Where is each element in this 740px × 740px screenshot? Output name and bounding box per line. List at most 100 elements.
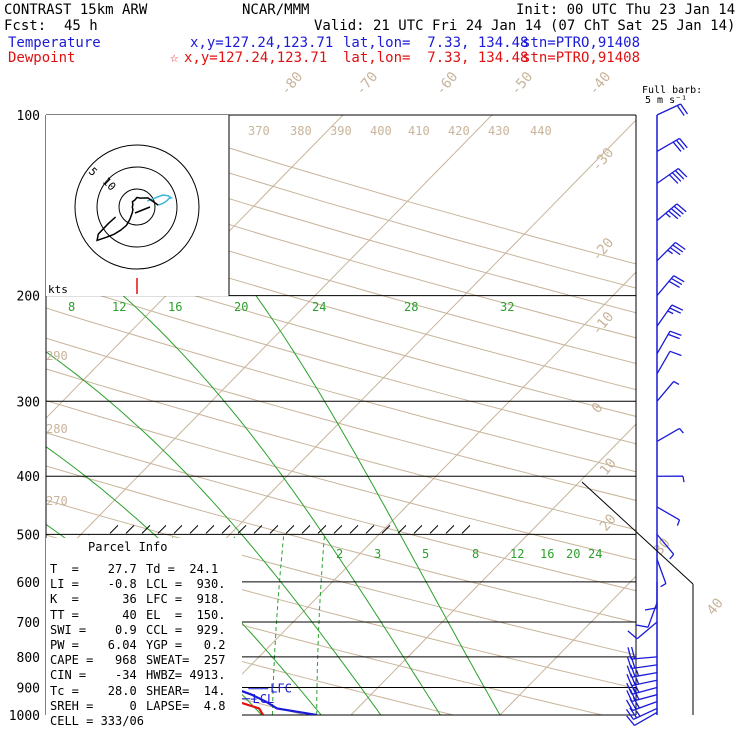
isotherm-label: -70: [353, 69, 382, 99]
wind-barb: [656, 350, 682, 375]
wind-barb-full: [627, 630, 638, 640]
theta-label: 390: [330, 124, 352, 138]
wind-barb-full: [675, 139, 685, 151]
wind-barb-full: [625, 699, 634, 711]
freezing-level-hatch: [109, 525, 119, 534]
mixing-ratio-label: 5: [422, 547, 429, 561]
wind-barb: [656, 275, 685, 297]
wind-barb-staff: [633, 707, 658, 720]
moist-adiabat-label: 20: [234, 300, 248, 314]
wind-barb: [656, 427, 684, 443]
wind-barb: [656, 380, 680, 402]
temperature-legend-label: Temperature: [8, 35, 101, 51]
mixing-ratio-label: 2: [336, 547, 343, 561]
wind-barb-staff: [631, 679, 658, 687]
wind-barb-full: [669, 247, 681, 256]
moist-adiabat-label: 28: [404, 300, 418, 314]
level-label-lfc: LFC: [270, 682, 292, 696]
wind-barb-full: [668, 174, 679, 184]
wind-barb: [656, 330, 682, 355]
pressure-tick-label: 800: [17, 651, 40, 666]
mixing-ratio-line: [316, 534, 326, 715]
wind-barb-full: [625, 709, 634, 720]
wind-barb-full: [675, 241, 686, 251]
wind-barb-staff: [656, 380, 675, 402]
dry-adiabat-line: [46, 193, 636, 365]
parcel-info-right: SHEAR= 14.: [146, 683, 226, 698]
dewpoint-star-icon: ☆: [170, 50, 179, 66]
freezing-level-hatch: [189, 525, 199, 534]
isotherm-label: 10: [597, 455, 620, 478]
wind-barb: [656, 475, 685, 483]
isotherm-line: [201, 271, 636, 715]
wind-barb-full: [668, 210, 679, 220]
pressure-tick-label: 1000: [9, 709, 40, 724]
parcel-info-left: CIN = -34: [50, 668, 137, 683]
wind-barb-staff: [636, 621, 658, 640]
theta-label: 280: [46, 422, 68, 436]
wind-barb: [626, 688, 658, 703]
parcel-info-right: CCL = 929.: [146, 622, 226, 637]
wind-barb-staff: [631, 664, 658, 670]
isotherm-line: [499, 575, 636, 715]
wind-barb-full: [669, 307, 682, 314]
wind-barb-staff: [634, 711, 658, 726]
hodograph-ring: [96, 166, 178, 248]
wind-barb-full: [644, 607, 658, 611]
isotherm-label: -20: [589, 235, 618, 265]
parcel-info-left: K = 36: [50, 592, 137, 607]
dry-adiabat-line: [46, 432, 636, 592]
hodograph-units-label: kts: [48, 283, 68, 296]
wind-barb: [626, 656, 658, 670]
parcel-info-right: LFC = 918.: [146, 592, 226, 607]
freezing-level-hatch: [461, 525, 471, 534]
hodograph-ring: [118, 188, 156, 226]
pressure-tick-label: 100: [17, 109, 40, 124]
wind-barb-full: [626, 682, 633, 695]
dry-adiabat-line: [46, 465, 636, 623]
wind-barb-half: [669, 553, 675, 560]
isotherm-label: 20: [597, 511, 620, 534]
mixing-ratio-label: 16: [540, 547, 554, 561]
dry-adiabat-line: [46, 249, 636, 417]
wind-barb-full: [671, 277, 683, 286]
wind-barb: [656, 558, 667, 588]
forecast-label: Fcst:: [4, 18, 47, 34]
parcel-info-right: LAPSE= 4.8: [146, 698, 226, 713]
wind-barb: [635, 602, 658, 628]
parcel-info-left: T = 27.7: [50, 562, 137, 576]
wind-barb-full: [671, 304, 684, 311]
model-source: NCAR/MMM: [242, 2, 310, 18]
theta-label: 410: [408, 124, 430, 138]
parcel-info-title: Parcel Info: [88, 540, 168, 554]
dewpoint-xy: x,y=127.24,123.71: [184, 50, 328, 66]
wind-barb-full: [626, 715, 636, 726]
hodograph-low-level-trace: [146, 194, 174, 206]
wind-barbs: [581, 103, 694, 726]
dry-adiabat-line: [46, 307, 636, 473]
wind-barb-full: [669, 350, 682, 357]
parcel-info-right: LCL = 930.: [146, 577, 226, 592]
mixing-ratio-label: 24: [588, 547, 602, 561]
moist-adiabat-label: 12: [112, 300, 126, 314]
wind-barb-half: [678, 427, 684, 434]
dry-adiabat-line: [46, 499, 636, 656]
freezing-level-hatch: [237, 525, 247, 534]
temperature-station: stn=PTRO,91408: [522, 35, 641, 51]
wind-barb-staff: [656, 330, 671, 355]
isotherm-label: -10: [589, 309, 618, 339]
barb-panel-diagonal: [581, 481, 694, 585]
valid-time: Valid: 21 UTC Fri 24 Jan 14 (07 ChT Sat …: [314, 18, 736, 34]
wind-barb-staff: [656, 275, 675, 297]
freezing-level-hatch: [365, 525, 375, 534]
isotherm-label: -30: [589, 145, 618, 175]
wind-barb-half: [635, 678, 640, 685]
dry-adiabat-line: [46, 570, 603, 715]
wind-barb-staff: [656, 304, 673, 327]
pressure-tick-label: 900: [17, 682, 40, 697]
temperature-latlon: lat,lon= 7.33, 134.48: [343, 35, 529, 51]
wind-barb-full: [626, 656, 632, 669]
pressure-tick-label: 200: [17, 290, 40, 305]
wind-barb: [626, 711, 658, 726]
